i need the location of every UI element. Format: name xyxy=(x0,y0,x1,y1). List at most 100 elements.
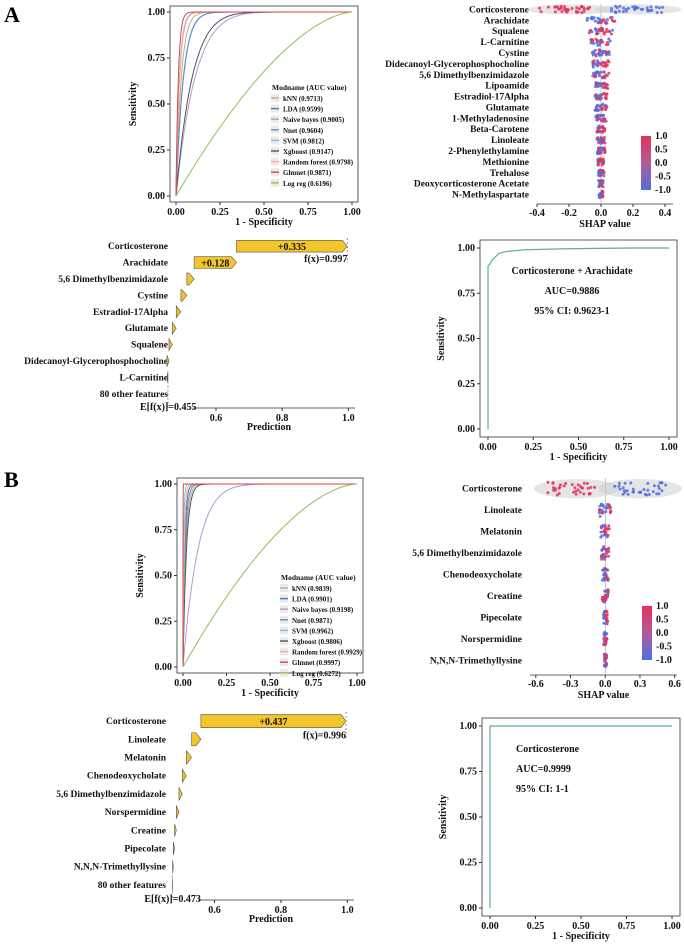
y-tick-label: 0.50 xyxy=(155,571,173,582)
x-tick-label: 0.25 xyxy=(218,678,236,689)
violin-shape xyxy=(598,479,683,499)
feature-label: Melatonin xyxy=(480,528,522,538)
shap-point xyxy=(655,492,659,496)
shap-point xyxy=(600,511,604,515)
shap-point xyxy=(596,109,600,113)
legend-entry: Nnet (0.9604) xyxy=(283,127,324,135)
shap-point xyxy=(631,5,635,9)
shap-point xyxy=(603,127,607,131)
shap-point xyxy=(599,62,603,66)
feature-label: 80 other features xyxy=(98,881,167,891)
shap-point xyxy=(604,640,608,644)
shap-point xyxy=(593,108,597,112)
shap-point xyxy=(594,54,598,58)
shap-point xyxy=(649,8,653,12)
shap-point xyxy=(605,535,609,539)
shap-point xyxy=(593,27,597,31)
shap-point xyxy=(600,106,604,110)
shap-point xyxy=(606,568,610,572)
y-tick-label: 1.00 xyxy=(148,7,166,18)
x-tick-label: 0.25 xyxy=(525,442,543,453)
y-tick-label: 0.50 xyxy=(148,99,166,110)
shap-point xyxy=(621,10,625,14)
shap-point xyxy=(605,638,609,641)
roc-curve-9 xyxy=(175,11,353,197)
feature-label: 5,6 Dimethylbenzimidazole xyxy=(412,549,522,559)
shap-point xyxy=(603,529,607,533)
shap-point xyxy=(602,505,606,509)
shap-point xyxy=(604,86,608,90)
shap-point xyxy=(578,490,582,494)
shap-point xyxy=(551,481,555,485)
violin-shape xyxy=(533,479,620,499)
y-tick-label: 0.00 xyxy=(148,191,166,202)
colorbar-tick-label: 0.5 xyxy=(655,145,668,156)
shap-point xyxy=(614,4,617,8)
feature-label: Pipecolate xyxy=(480,613,522,623)
x-tick-label: 0.00 xyxy=(167,207,185,218)
shap-point xyxy=(601,49,605,53)
shap-point xyxy=(589,28,593,32)
x-tick-label: -0.4 xyxy=(529,208,545,219)
legend-entry: Random forest (0.9929) xyxy=(292,649,363,657)
shap-point xyxy=(602,555,606,559)
shap-point xyxy=(605,551,609,555)
waterfall-bar xyxy=(171,321,177,336)
shap-point xyxy=(664,483,668,487)
feature-label: Deoxycorticosterone Acetate xyxy=(414,180,529,190)
waterfall-bar xyxy=(173,841,175,856)
y-axis-label: Sensitivity xyxy=(128,82,139,126)
A_roc-group: 0.00 0.25 0.50 0.75 1.00 0.00 0.25 0.50 0.75 1.00… xyxy=(128,5,361,228)
y-tick-label: 0.50 xyxy=(458,334,476,345)
shap-point xyxy=(603,531,607,535)
shap-point xyxy=(593,485,597,489)
shap-point xyxy=(622,6,625,10)
x-tick-label: 0.50 xyxy=(255,207,273,218)
shap-point xyxy=(610,9,613,13)
shap-point xyxy=(604,104,608,108)
shap-point xyxy=(645,6,649,10)
A_shap-group: -0.4 -0.2 0.0 0.2 0.4 SHAP value Corticosteron… xyxy=(385,4,682,230)
shap-point xyxy=(603,631,607,635)
feature-label: Didecanoyl-Glycerophosphocholine xyxy=(385,60,529,70)
x-tick-label: 0.75 xyxy=(618,921,636,932)
x-tick-label: 0.50 xyxy=(570,442,588,453)
panel-label-b: B xyxy=(4,467,19,492)
shap-point xyxy=(660,489,664,493)
shap-point xyxy=(605,506,609,510)
shap-point xyxy=(598,508,602,512)
shap-point xyxy=(600,557,604,561)
shap-point xyxy=(618,4,622,8)
x-tick-label: 0.4 xyxy=(659,208,672,219)
shap-point xyxy=(602,552,605,556)
shap-point xyxy=(657,492,661,496)
x-tick-label: 0.8 xyxy=(276,413,289,424)
waterfall-bar xyxy=(200,714,347,728)
shap-point xyxy=(601,102,605,106)
shap-point xyxy=(627,7,630,10)
shap-point xyxy=(596,62,600,66)
y-axis-label: Sensitivity xyxy=(436,316,447,360)
x-tick-label: 0.25 xyxy=(527,921,545,932)
shap-point xyxy=(602,545,606,549)
shap-point xyxy=(605,28,609,31)
waterfall-bar xyxy=(186,272,195,286)
x-axis-label: 1 - Specificity xyxy=(552,931,610,942)
violin-shape xyxy=(594,4,682,15)
shap-point xyxy=(574,492,578,496)
shap-point xyxy=(602,613,605,617)
shap-point xyxy=(607,53,611,56)
shap-point xyxy=(633,5,637,9)
shap-point xyxy=(603,63,607,66)
shap-point xyxy=(600,136,604,140)
shap-point xyxy=(657,6,661,10)
shap-point xyxy=(597,160,601,164)
y-axis-label: Sensitivity xyxy=(438,795,449,839)
shap-point xyxy=(599,70,603,74)
shap-point xyxy=(608,39,612,43)
x-tick-label: 0.75 xyxy=(299,207,317,218)
waterfall-bar xyxy=(166,355,170,367)
shap-point xyxy=(610,7,613,10)
shap-point xyxy=(646,488,650,492)
shap-point xyxy=(604,107,608,111)
